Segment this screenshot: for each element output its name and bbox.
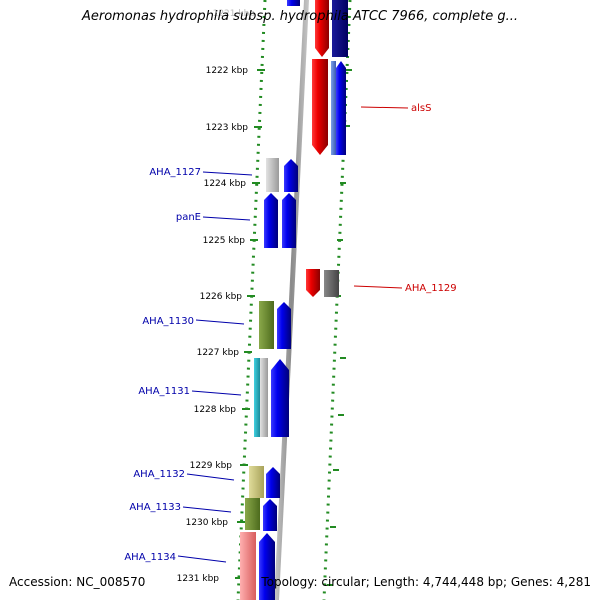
gene-forward-AHA_1132[interactable]: [266, 467, 280, 498]
gene-label-AHA_1127[interactable]: AHA_1127: [149, 167, 201, 178]
ruler-label: 1223 kbp: [206, 123, 249, 133]
gene-forward-AHA_1130[interactable]: [277, 302, 291, 349]
gene-partial-top[interactable]: [287, 0, 300, 6]
leader-line: [202, 171, 253, 176]
ruler-label: 1224 kbp: [204, 179, 247, 189]
leader-line: [191, 390, 242, 396]
gene-label-AHA_1133[interactable]: AHA_1133: [129, 502, 181, 513]
ruler-label: 1227 kbp: [197, 348, 240, 358]
gene-AHA_1131-cyan[interactable]: [254, 358, 260, 437]
inner-ruler-ticks: [235, 69, 265, 579]
ruler-label: 1231 kbp: [177, 574, 220, 584]
gene-forward-top[interactable]: [332, 0, 348, 57]
gene-label-AHA_1134[interactable]: AHA_1134: [124, 552, 176, 563]
gene-forward-panE-a[interactable]: [264, 193, 278, 248]
leader-line: [177, 555, 227, 563]
gene-AHA_1130[interactable]: [259, 301, 274, 349]
gene-AHA_1134[interactable]: [240, 532, 256, 600]
ruler-label: 1222 kbp: [206, 66, 249, 76]
leader-line: [186, 473, 235, 481]
leader-line: [182, 506, 232, 513]
gene-forward-steel[interactable]: [331, 61, 336, 155]
gene-AHA_1133[interactable]: [245, 498, 260, 530]
ruler-label: 1229 kbp: [190, 461, 233, 471]
leader-line: [360, 106, 409, 109]
ruler-label: 1228 kbp: [194, 405, 237, 415]
gene-forward-alsS[interactable]: [336, 61, 346, 155]
gene-AHA_1132[interactable]: [249, 466, 264, 498]
gene-label-alsS[interactable]: alsS: [411, 103, 431, 114]
gene-label-AHA_1129[interactable]: AHA_1129: [405, 283, 457, 294]
leader-line: [202, 216, 251, 221]
genome-backbone: [274, 0, 309, 600]
ruler-label: 1226 kbp: [200, 292, 243, 302]
gene-label-AHA_1131[interactable]: AHA_1131: [138, 386, 190, 397]
gene-AHA_1127[interactable]: [266, 158, 279, 192]
gene-label-AHA_1130[interactable]: AHA_1130: [142, 316, 194, 327]
gene-AHA_1131-grey[interactable]: [260, 358, 268, 437]
gene-forward-AHA_1127[interactable]: [284, 159, 298, 192]
gene-label-panE[interactable]: panE: [176, 212, 201, 223]
gene-AHA_1129[interactable]: [324, 270, 339, 297]
map-title: Aeromonas hydrophila subsp. hydrophila A…: [81, 9, 519, 24]
ruler-label: 1225 kbp: [203, 236, 246, 246]
ruler-label: 1230 kbp: [186, 518, 229, 528]
gene-forward-AHA_1131[interactable]: [271, 359, 289, 437]
gene-reverse-top[interactable]: [315, 0, 329, 57]
gene-forward-AHA_1134[interactable]: [259, 533, 275, 600]
gene-forward-panE-b[interactable]: [282, 193, 296, 248]
leader-line: [195, 319, 245, 325]
gene-reverse-large[interactable]: [312, 59, 328, 155]
leader-line: [353, 285, 403, 289]
gene-label-AHA_1132[interactable]: AHA_1132: [133, 469, 185, 480]
gene-reverse-AHA_1129[interactable]: [306, 269, 320, 297]
accession-text: Accession: NC_008570: [9, 575, 146, 589]
gene-forward-AHA_1133[interactable]: [263, 499, 277, 531]
ruler-label-top-partial: 1221 kbp: [213, 9, 256, 19]
topology-text: Topology: circular; Length: 4,744,448 bp…: [261, 575, 591, 589]
